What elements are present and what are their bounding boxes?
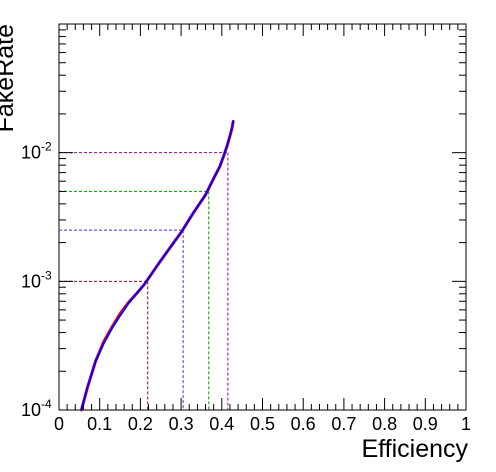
y-tick-label: 10 [21, 400, 41, 420]
y-tick-label: 10 [21, 143, 41, 163]
x-tick-label: 0.8 [372, 414, 397, 434]
x-tick-label: 0.1 [87, 414, 112, 434]
x-tick-label: 1 [461, 414, 471, 434]
x-tick-label: 0.7 [331, 414, 356, 434]
x-tick-label: 0.4 [209, 414, 234, 434]
y-tick-exponent: -3 [41, 268, 52, 282]
x-tick-labels: 0 0.1 0.2 0.3 0.4 0.5 0.6 0.7 0.8 0.9 1 [54, 414, 471, 434]
reference-lines [59, 153, 228, 410]
x-tick-label: 0 [54, 414, 64, 434]
x-axis-ticks [59, 24, 466, 410]
x-tick-label: 0.2 [128, 414, 153, 434]
x-axis-title: Efficiency [361, 435, 468, 463]
plot-frame [59, 24, 466, 410]
y-axis-ticks [59, 24, 466, 410]
y-tick-labels: 10-410-310-2 [21, 140, 52, 420]
y-tick-exponent: -4 [41, 397, 52, 411]
y-tick-label: 10 [21, 271, 41, 291]
x-tick-label: 0.5 [250, 414, 275, 434]
x-tick-label: 0.3 [169, 414, 194, 434]
x-tick-label: 0.9 [413, 414, 438, 434]
y-tick-exponent: -2 [41, 140, 52, 154]
series-line-1 [81, 121, 233, 410]
series-group [81, 121, 233, 410]
y-axis-title: FakeRate [0, 24, 19, 132]
x-tick-label: 0.6 [291, 414, 316, 434]
